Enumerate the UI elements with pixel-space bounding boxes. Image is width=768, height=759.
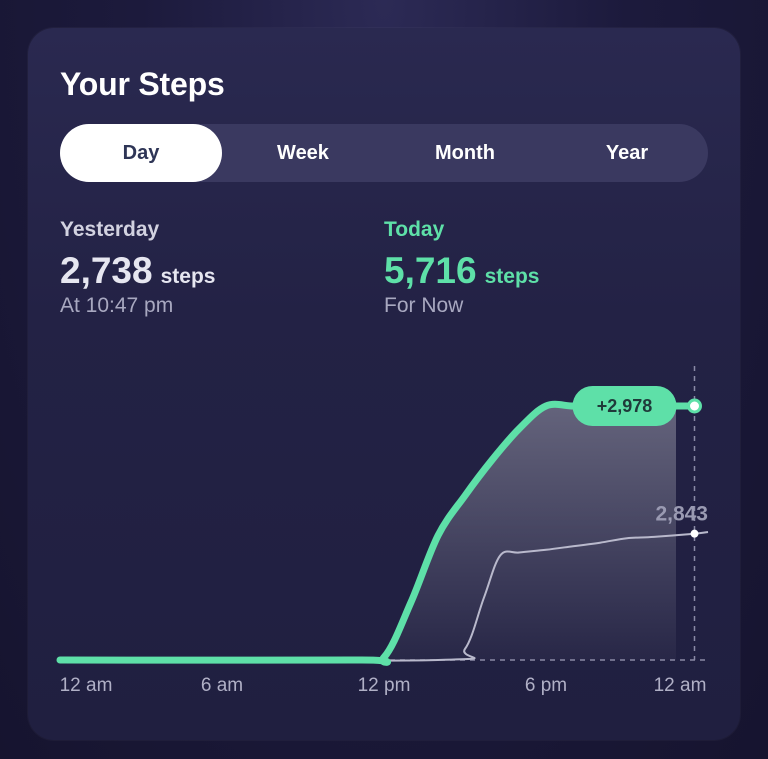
card-title: Your Steps	[60, 66, 225, 102]
today-steps: 5,716	[384, 250, 477, 291]
x-tick-label: 6 pm	[525, 675, 567, 696]
yesterday-end-dot	[690, 529, 699, 538]
period-tabs: Day Week Month Year	[60, 124, 708, 182]
today-area-fill	[60, 404, 676, 663]
today-stat: Today 5,716 steps For Now	[384, 218, 539, 318]
yesterday-label: Yesterday	[60, 218, 160, 241]
today-value: 5,716 steps	[384, 250, 539, 292]
today-time: For Now	[384, 294, 464, 317]
yesterday-time: At 10:47 pm	[60, 294, 174, 317]
today-delta-badge	[572, 386, 677, 426]
yesterday-end-label: 2,843	[655, 503, 708, 526]
x-tick-label: 12 pm	[358, 675, 411, 696]
yesterday-series-line	[59, 531, 709, 662]
tab-day[interactable]: Day	[60, 124, 222, 182]
today-unit: steps	[484, 265, 540, 288]
x-tick-label: 12 am	[60, 675, 113, 696]
today-end-dot	[687, 398, 702, 414]
yesterday-value: 2,738 steps	[60, 250, 215, 292]
steps-chart: 2,843 +2,978 12 am 6 am 12 pm 6 pm 12 am	[56, 366, 709, 696]
yesterday-unit: steps	[160, 265, 216, 288]
steps-card: Your Steps Day Week Month Year Yesterday…	[28, 28, 740, 740]
yesterday-steps: 2,738	[60, 250, 153, 291]
today-label: Today	[384, 218, 445, 241]
tab-year[interactable]: Year	[605, 141, 649, 164]
x-tick-label: 12 am	[654, 675, 707, 696]
today-delta-label: +2,978	[597, 396, 653, 416]
tab-week[interactable]: Week	[277, 141, 329, 164]
yesterday-stat: Yesterday 2,738 steps At 10:47 pm	[60, 218, 215, 318]
x-tick-label: 6 am	[201, 675, 243, 696]
x-axis-ticks: 12 am 6 am 12 pm 6 pm 12 am	[60, 675, 707, 696]
tab-month[interactable]: Month	[435, 141, 495, 164]
